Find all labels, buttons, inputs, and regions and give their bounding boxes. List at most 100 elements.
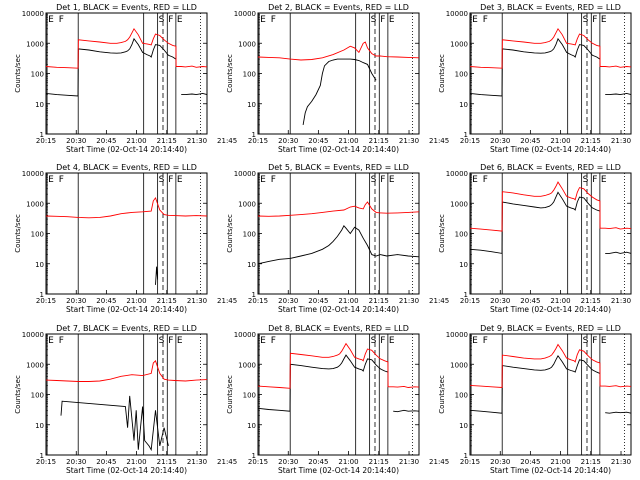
det9-y-tick-label: 10000	[446, 331, 468, 339]
det4-y-tick-label: 100	[31, 231, 44, 239]
det8-x-axis-label: Start Time (02-Oct-14 20:14:40)	[278, 466, 399, 475]
det8-annotation-e: E	[389, 336, 395, 346]
det1-y-tick-label: 10	[35, 101, 44, 109]
det5-y-axis-label: Counts/sec	[226, 214, 234, 253]
det2-x-tick-label: 20:45	[308, 137, 328, 145]
det9-y-tick-label: 100	[455, 392, 468, 400]
det7-annotation-e: E	[177, 336, 183, 346]
det2-x-tick-label: 20:15	[248, 137, 268, 145]
det6-annotation-e: E	[601, 175, 607, 185]
det5-annotation-f: F	[271, 175, 276, 185]
det6-y-tick-label: 100	[455, 231, 468, 239]
det5-annotation-e: E	[389, 175, 395, 185]
det1-y-tick-label: 10000	[22, 10, 44, 18]
det3-x-tick-label: 20:15	[460, 137, 480, 145]
det4-plot-frame	[45, 172, 208, 295]
det4-annotation-f: F	[59, 175, 64, 185]
det6-annotation-e: E	[472, 175, 478, 185]
det1-x-tick-label: 21:00	[126, 137, 146, 145]
det8-x-tick-label: 20:45	[308, 458, 328, 466]
det2-x-tick-label: 21:00	[338, 137, 358, 145]
det2-y-tick-label: 1000	[238, 40, 256, 48]
det5-series-lld	[257, 201, 420, 217]
det4-y-tick-label: 1000	[26, 200, 44, 208]
det5-x-tick-label: 21:30	[399, 297, 419, 305]
det1-y-tick-label: 1	[40, 131, 44, 139]
det7-x-tick-label: 21:00	[126, 458, 146, 466]
det1-x-tick-label: 21:45	[217, 137, 237, 145]
det2-series-events	[302, 58, 377, 125]
det3-x-tick-label: 20:45	[520, 137, 540, 145]
det3-y-tick-label: 1000	[450, 40, 468, 48]
det4-series-events	[155, 266, 159, 285]
det5-x-tick-label: 21:15	[369, 297, 389, 305]
det7-annotation-f: F	[59, 336, 64, 346]
det5-y-tick-label: 1	[252, 291, 256, 299]
det3-x-tick-label: 20:30	[490, 137, 510, 145]
det5-title: Det 5, BLACK = Events, RED = LLD	[268, 163, 409, 172]
det3-y-axis-label: Counts/sec	[438, 54, 446, 93]
det2-y-tick-label: 10000	[234, 10, 256, 18]
det5-y-tick-label: 10000	[234, 170, 256, 178]
det1-y-axis-label: Counts/sec	[14, 54, 22, 93]
det1-annotation-s: S	[159, 15, 165, 25]
det5-annotation-s: S	[371, 175, 377, 185]
det9-y-tick-label: 10	[459, 422, 468, 430]
det2-x-tick-label: 21:15	[369, 137, 389, 145]
det6-x-axis-label: Start Time (02-Oct-14 20:14:40)	[490, 305, 611, 314]
det7-series-lld	[45, 359, 208, 382]
det8-x-tick-label: 21:00	[338, 458, 358, 466]
det6-y-tick-label: 1000	[450, 200, 468, 208]
det5-x-tick-label: 20:30	[278, 297, 298, 305]
det3-annotation-e: E	[472, 15, 478, 25]
det8-title: Det 8, BLACK = Events, RED = LLD	[268, 324, 409, 333]
det6-series-events	[469, 191, 632, 254]
det2-annotation-s: S	[371, 15, 377, 25]
det9-x-tick-label: 20:15	[460, 458, 480, 466]
det4-y-tick-label: 10	[35, 261, 44, 269]
det5-y-tick-label: 100	[243, 231, 256, 239]
det8-y-axis-label: Counts/sec	[226, 375, 234, 414]
det3-y-tick-label: 100	[455, 71, 468, 79]
det8-x-tick-label: 21:45	[429, 458, 449, 466]
det6-y-tick-label: 1	[464, 291, 468, 299]
det7-y-tick-label: 1	[40, 452, 44, 460]
det7-plot-frame	[45, 333, 208, 456]
det9-annotation-e: E	[601, 336, 607, 346]
det9-annotation-f: F	[483, 336, 488, 346]
det2-x-tick-label: 20:30	[278, 137, 298, 145]
det7-x-tick-label: 20:45	[96, 458, 116, 466]
det3-annotation-f: F	[592, 15, 597, 25]
det8-series-events	[257, 354, 420, 413]
det6-plot-frame	[469, 172, 632, 295]
det5-y-tick-label: 10	[247, 261, 256, 269]
det7-x-axis-label: Start Time (02-Oct-14 20:14:40)	[66, 466, 187, 475]
det8-x-tick-label: 20:15	[248, 458, 268, 466]
det1-y-tick-label: 100	[31, 71, 44, 79]
det1-series-lld	[45, 27, 208, 69]
det4-x-tick-label: 21:45	[217, 297, 237, 305]
det6-x-tick-label: 20:45	[520, 297, 540, 305]
det6-x-tick-label: 21:00	[550, 297, 570, 305]
det9-annotation-f: F	[592, 336, 597, 346]
det6-y-tick-label: 10	[459, 261, 468, 269]
det1-plot-frame	[45, 12, 208, 135]
det3-x-axis-label: Start Time (02-Oct-14 20:14:40)	[490, 145, 611, 154]
det6-y-axis-label: Counts/sec	[438, 214, 446, 253]
det9-x-tick-label: 21:15	[581, 458, 601, 466]
det5-plot-frame	[257, 172, 420, 295]
det2-annotation-f: F	[271, 15, 276, 25]
det8-x-tick-label: 21:30	[399, 458, 419, 466]
det1-annotation-e: E	[177, 15, 183, 25]
det5-annotation-e: E	[260, 175, 266, 185]
det7-y-axis-label: Counts/sec	[14, 375, 22, 414]
det2-annotation-e: E	[260, 15, 266, 25]
det1-x-tick-label: 21:15	[157, 137, 177, 145]
det2-y-tick-label: 1	[252, 131, 256, 139]
det8-plot-frame	[257, 333, 420, 456]
det1-annotation-f: F	[168, 15, 173, 25]
det1-y-tick-label: 1000	[26, 40, 44, 48]
det7-y-tick-label: 10000	[22, 331, 44, 339]
det4-y-tick-label: 10000	[22, 170, 44, 178]
